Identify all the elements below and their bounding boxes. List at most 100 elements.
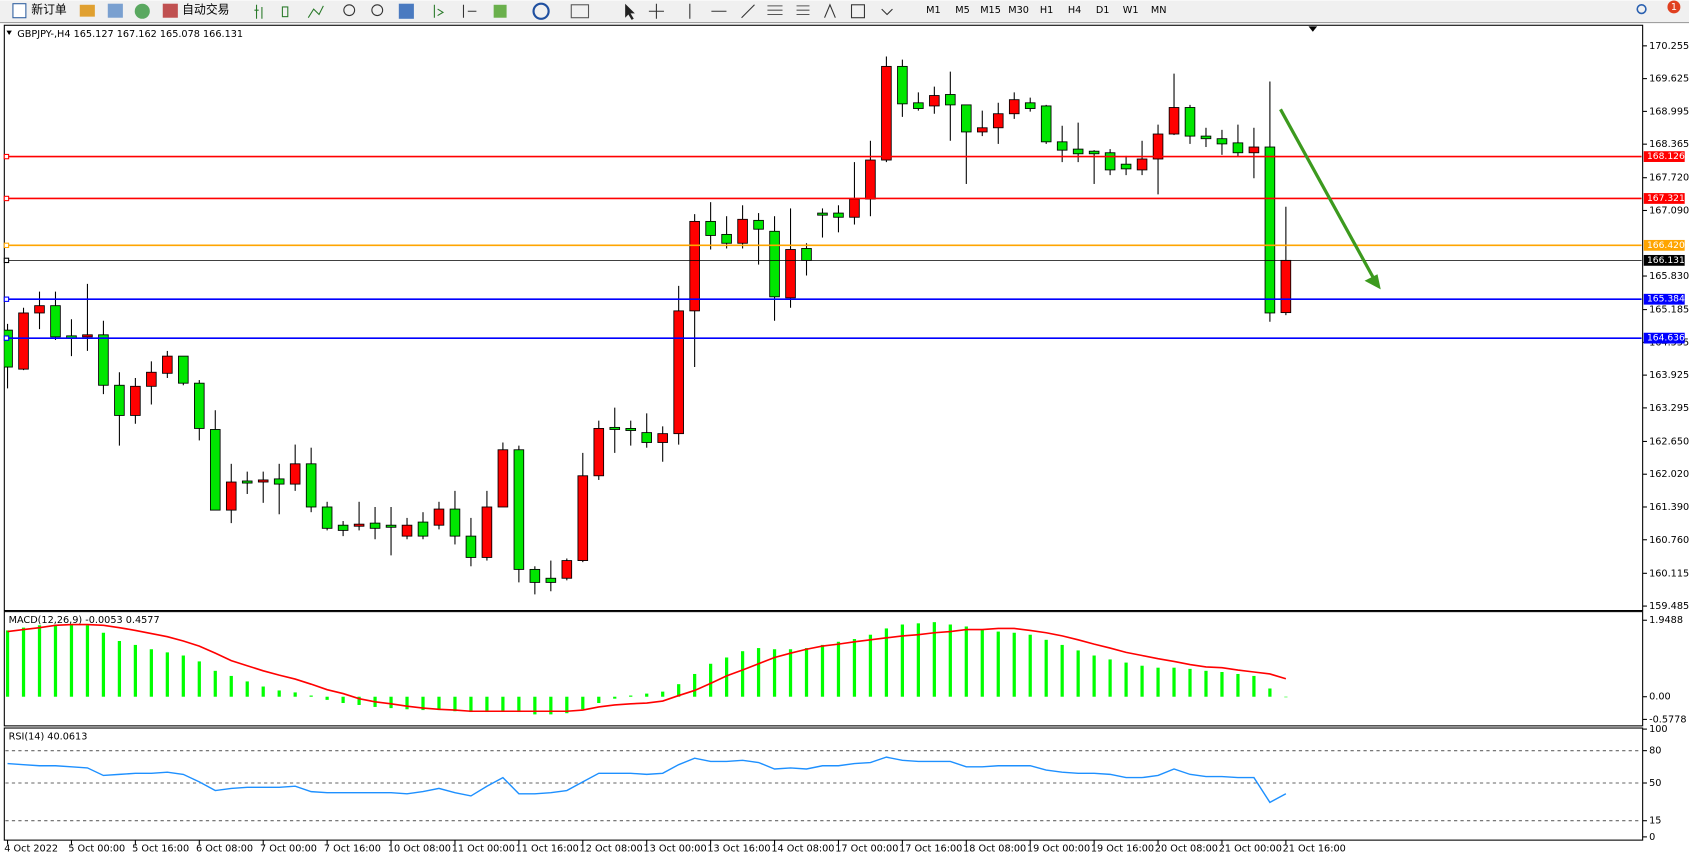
macd-bar bbox=[1156, 667, 1160, 697]
scroll-icon[interactable] bbox=[433, 4, 445, 18]
macd-bar bbox=[469, 696, 473, 713]
rsi-panel bbox=[3, 727, 1644, 841]
icon[interactable] bbox=[107, 3, 123, 18]
x-tick-label: 21 Oct 00:00 bbox=[1219, 844, 1282, 855]
shift-icon[interactable] bbox=[462, 4, 477, 18]
new-order-icon[interactable] bbox=[12, 3, 27, 19]
candle-body bbox=[625, 428, 637, 431]
y-tick-label: 15 bbox=[1649, 816, 1661, 827]
candle-body bbox=[1152, 133, 1164, 160]
y-tick-label: 167.720 bbox=[1649, 173, 1689, 184]
y-tick-label: 162.650 bbox=[1649, 436, 1689, 447]
macd-bar bbox=[884, 628, 889, 697]
icon[interactable] bbox=[134, 3, 150, 19]
candle-body bbox=[1280, 259, 1292, 314]
candle-body bbox=[321, 506, 333, 529]
zoom-in[interactable] bbox=[343, 4, 356, 17]
timeframe-button[interactable]: MN bbox=[1151, 5, 1167, 16]
label-tool[interactable] bbox=[850, 4, 865, 19]
level-tag bbox=[1643, 293, 1685, 305]
macd-bar bbox=[85, 625, 90, 697]
chart-type-icons[interactable] bbox=[254, 4, 324, 19]
macd-bar bbox=[1076, 650, 1080, 697]
timeframe-button[interactable]: M15 bbox=[980, 5, 1001, 16]
new-order-button[interactable]: 新订单 bbox=[31, 3, 67, 17]
indicator-icon[interactable] bbox=[493, 4, 507, 18]
macd-bar bbox=[1044, 639, 1048, 697]
macd-bar bbox=[581, 696, 585, 710]
macd-bar bbox=[549, 696, 553, 715]
candle-body bbox=[417, 521, 429, 537]
timeframe-button[interactable]: H4 bbox=[1068, 5, 1081, 16]
icon[interactable] bbox=[307, 5, 324, 19]
timeframe-button[interactable]: D1 bbox=[1096, 5, 1110, 16]
macd-bar bbox=[277, 690, 281, 697]
auto-trade-icon[interactable] bbox=[162, 3, 178, 18]
macd-bar bbox=[181, 655, 185, 697]
timeframe-button[interactable]: W1 bbox=[1123, 5, 1139, 16]
candle-body bbox=[561, 560, 573, 579]
macd-bar bbox=[693, 673, 697, 697]
icon[interactable] bbox=[254, 4, 263, 19]
timeframe-button[interactable]: M5 bbox=[955, 5, 970, 16]
candle-body bbox=[1168, 107, 1180, 135]
level-label: 164.636 bbox=[1647, 333, 1685, 344]
candle-body bbox=[401, 524, 413, 537]
macd-bar bbox=[149, 649, 153, 697]
macd-bar bbox=[724, 657, 729, 697]
tile-icon[interactable] bbox=[398, 3, 414, 19]
candle-body bbox=[1024, 102, 1036, 109]
x-tick-label: 10 Oct 08:00 bbox=[388, 844, 451, 855]
rsi-title: RSI(14) 40.0613 bbox=[9, 732, 88, 743]
line-tools[interactable] bbox=[689, 3, 755, 19]
macd-bar bbox=[565, 696, 569, 714]
cursor-icon[interactable] bbox=[625, 3, 635, 20]
candle-body bbox=[881, 65, 892, 161]
x-tick-label: 21 Oct 16:00 bbox=[1283, 844, 1346, 855]
notification-count: 1 bbox=[1671, 2, 1677, 13]
notification-badge[interactable] bbox=[1667, 0, 1681, 14]
period-icon[interactable] bbox=[532, 2, 550, 20]
y-tick-label: 100 bbox=[1649, 724, 1668, 735]
icon[interactable] bbox=[79, 4, 95, 17]
candle-body bbox=[529, 568, 541, 583]
candle-body bbox=[1136, 158, 1148, 171]
candle-body bbox=[162, 355, 173, 374]
macd-bar bbox=[1028, 634, 1032, 697]
timeframe-button[interactable]: M30 bbox=[1008, 5, 1029, 16]
y-tick-label: 169.625 bbox=[1649, 74, 1689, 85]
candle-body bbox=[833, 212, 844, 218]
x-tick-label: 17 Oct 00:00 bbox=[835, 844, 898, 855]
timeframe-button[interactable]: M1 bbox=[926, 5, 941, 16]
template-icon[interactable] bbox=[570, 4, 590, 19]
macd-bar bbox=[69, 624, 74, 697]
fib-tools[interactable] bbox=[767, 5, 810, 16]
candle-body bbox=[609, 426, 621, 430]
candle-body bbox=[769, 230, 780, 298]
arrows-tool[interactable] bbox=[881, 8, 893, 16]
text-tool[interactable] bbox=[824, 3, 836, 18]
level-handle bbox=[3, 296, 10, 302]
crosshair-icon[interactable] bbox=[648, 3, 664, 19]
macd-bar bbox=[1284, 696, 1288, 698]
zoom-out[interactable] bbox=[371, 4, 384, 17]
macd-bar bbox=[165, 652, 169, 697]
macd-bar bbox=[996, 631, 1000, 697]
candle-body bbox=[945, 94, 956, 106]
timeframe-button[interactable]: H1 bbox=[1040, 5, 1053, 16]
search-icon[interactable] bbox=[1636, 3, 1647, 15]
y-tick-label: 168.995 bbox=[1649, 106, 1689, 117]
candle-body bbox=[385, 524, 397, 528]
candle-body bbox=[1072, 148, 1084, 155]
icon[interactable] bbox=[281, 6, 289, 18]
macd-bar bbox=[21, 627, 26, 697]
auto-trade-button[interactable]: 自动交易 bbox=[182, 3, 229, 17]
level-tag bbox=[1643, 254, 1685, 266]
main-title: GBPJPY-,H4 165.127 167.162 165.078 166.1… bbox=[17, 29, 243, 40]
macd-bar bbox=[501, 696, 505, 712]
macd-bar bbox=[533, 696, 537, 715]
macd-bar bbox=[661, 691, 665, 697]
macd-bar bbox=[820, 644, 825, 697]
candle-body bbox=[817, 212, 828, 216]
